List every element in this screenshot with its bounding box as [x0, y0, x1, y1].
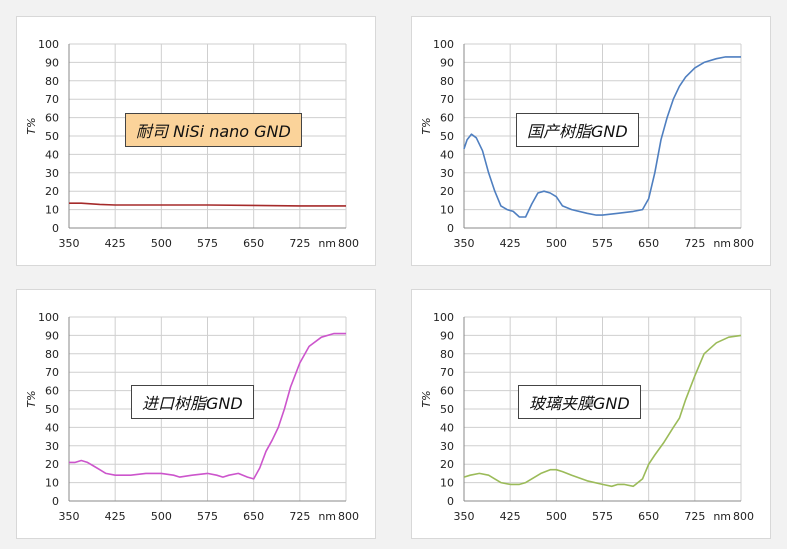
y-tick-label: 60 — [45, 385, 59, 398]
y-tick-label: 70 — [45, 93, 59, 106]
series-line — [463, 56, 741, 218]
x-tick-label: 800 — [338, 510, 359, 523]
y-tick-label: 100 — [38, 311, 59, 324]
x-axis-label: nm — [318, 510, 336, 523]
y-tick-label: 0 — [447, 495, 454, 508]
y-tick-label: 10 — [45, 204, 59, 217]
series-line — [463, 334, 742, 488]
y-tick-label: 60 — [440, 385, 454, 398]
y-tick-label: 0 — [52, 222, 59, 235]
chart-panel-laminated-glass: 0 10 20 30 40 50 60 70 80 90 100 350 425 500 575 650 725… — [411, 289, 771, 539]
y-tick-label: 0 — [447, 222, 454, 235]
series-line — [69, 202, 346, 207]
x-tick-label: 650 — [638, 510, 659, 523]
y-tick-label: 10 — [440, 204, 454, 217]
y-tick-label: 80 — [440, 75, 454, 88]
x-tick-label: 350 — [59, 510, 80, 523]
x-tick-label: 575 — [197, 237, 218, 250]
y-tick-label: 40 — [45, 421, 59, 434]
series-label: 玻璃夹膜GND — [518, 385, 641, 419]
y-tick-label: 10 — [45, 477, 59, 490]
x-tick-label: 575 — [197, 510, 218, 523]
x-tick-label: 650 — [243, 237, 264, 250]
chart-panel-domestic-resin: 0 10 20 30 40 50 60 70 80 90 100 350 425 500 575 650 725… — [411, 16, 771, 266]
x-tick-label: 425 — [105, 510, 126, 523]
chart-panel-nisi: 0 10 20 30 40 50 60 70 80 90 100 350 425 500 575 650 725… — [16, 16, 376, 266]
series-line — [69, 332, 346, 480]
y-tick-label: 80 — [440, 348, 454, 361]
x-tick-label: 725 — [289, 237, 310, 250]
y-tick-label: 30 — [45, 167, 59, 180]
y-tick-label: 90 — [45, 329, 59, 342]
y-tick-label: 40 — [45, 148, 59, 161]
y-tick-label: 0 — [52, 495, 59, 508]
y-tick-label: 30 — [440, 440, 454, 453]
x-tick-label: 800 — [733, 237, 754, 250]
x-tick-label: 725 — [684, 510, 705, 523]
x-tick-label: 650 — [243, 510, 264, 523]
x-tick-label: 575 — [592, 237, 613, 250]
x-axis-label: nm — [318, 237, 336, 250]
y-tick-label: 90 — [45, 56, 59, 69]
x-tick-label: 350 — [454, 510, 475, 523]
y-tick-label: 20 — [45, 185, 59, 198]
y-tick-label: 70 — [440, 93, 454, 106]
y-tick-label: 100 — [433, 38, 454, 51]
chart-laminated-glass-gnd: 0 10 20 30 40 50 60 70 80 90 100 350 425 500 575 650 725… — [420, 311, 754, 523]
y-tick-label: 20 — [440, 185, 454, 198]
x-tick-label: 350 — [59, 237, 80, 250]
y-tick-label: 80 — [45, 75, 59, 88]
y-tick-label: 60 — [440, 112, 454, 125]
x-tick-label: 425 — [500, 510, 521, 523]
y-tick-label: 100 — [38, 38, 59, 51]
y-tick-label: 40 — [440, 421, 454, 434]
y-tick-label: 100 — [433, 311, 454, 324]
x-tick-label: 575 — [592, 510, 613, 523]
y-tick-label: 90 — [440, 329, 454, 342]
y-axis-label: T% — [25, 390, 38, 407]
y-tick-label: 40 — [440, 148, 454, 161]
y-tick-label: 30 — [45, 440, 59, 453]
chart-panel-imported-resin: 0 10 20 30 40 50 60 70 80 90 100 350 425 500 575 650 725… — [16, 289, 376, 539]
y-tick-label: 80 — [45, 348, 59, 361]
series-label: 耐司 NiSi nano GND — [125, 113, 302, 147]
x-tick-label: 800 — [338, 237, 359, 250]
x-tick-label: 800 — [733, 510, 754, 523]
series-label: 进口树脂GND — [131, 385, 254, 419]
x-axis-label: nm — [713, 510, 731, 523]
y-tick-label: 30 — [440, 167, 454, 180]
y-axis-label: T% — [420, 390, 433, 407]
x-tick-label: 725 — [684, 237, 705, 250]
y-tick-label: 50 — [45, 403, 59, 416]
y-tick-label: 10 — [440, 477, 454, 490]
chart-imported-resin-gnd: 0 10 20 30 40 50 60 70 80 90 100 350 425 500 575 650 725… — [25, 311, 359, 523]
y-tick-label: 60 — [45, 112, 59, 125]
y-tick-label: 20 — [45, 458, 59, 471]
y-tick-label: 50 — [440, 130, 454, 143]
x-tick-label: 500 — [151, 510, 172, 523]
y-axis-label: T% — [420, 117, 433, 134]
x-tick-label: 425 — [500, 237, 521, 250]
x-tick-label: 425 — [105, 237, 126, 250]
series-label: 国产树脂GND — [516, 113, 639, 147]
y-tick-label: 50 — [45, 130, 59, 143]
x-tick-label: 500 — [151, 237, 172, 250]
x-tick-label: 725 — [289, 510, 310, 523]
y-tick-label: 20 — [440, 458, 454, 471]
x-tick-label: 350 — [454, 237, 475, 250]
y-axis-label: T% — [25, 117, 38, 134]
y-tick-label: 70 — [45, 366, 59, 379]
x-tick-label: 500 — [546, 237, 567, 250]
x-tick-label: 650 — [638, 237, 659, 250]
y-tick-label: 90 — [440, 56, 454, 69]
y-tick-label: 50 — [440, 403, 454, 416]
x-axis-label: nm — [713, 237, 731, 250]
x-tick-label: 500 — [546, 510, 567, 523]
y-tick-label: 70 — [440, 366, 454, 379]
